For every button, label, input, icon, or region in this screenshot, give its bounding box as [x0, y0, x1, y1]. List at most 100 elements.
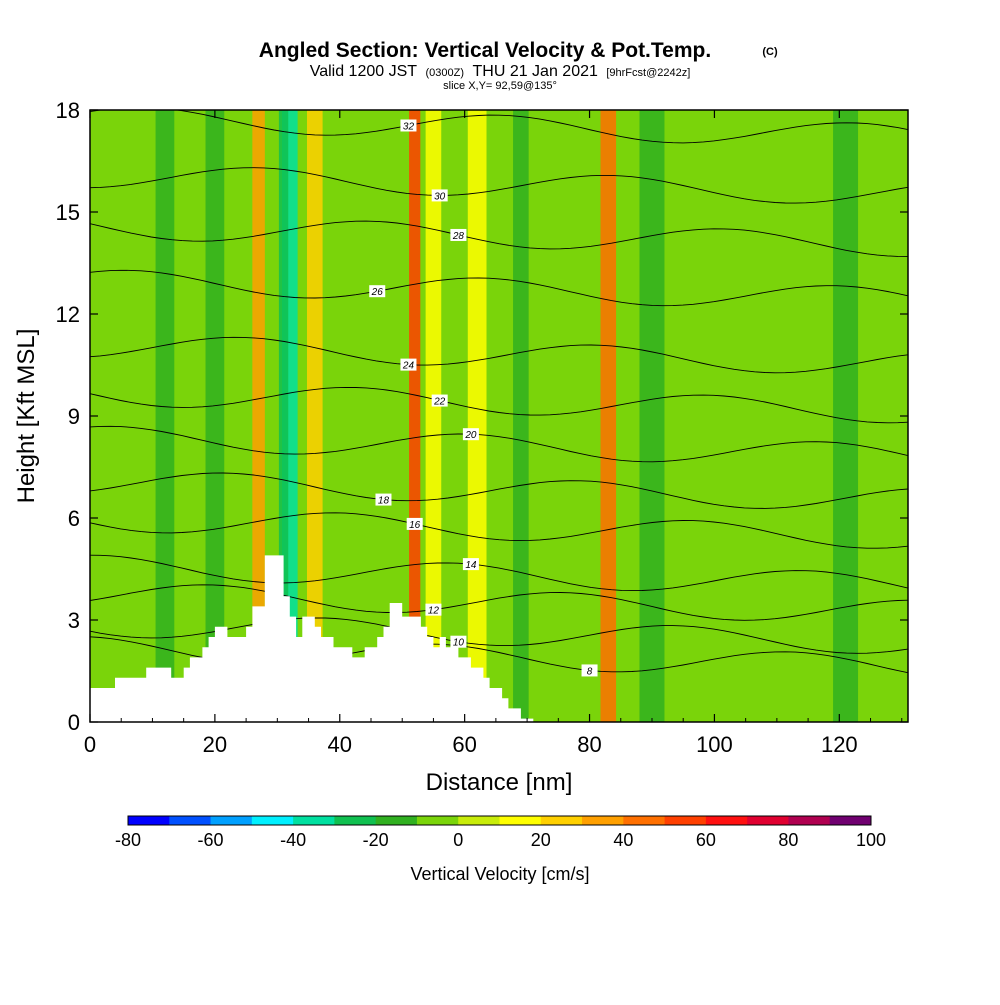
colorbar-swatch — [788, 816, 831, 825]
terrain-fill — [90, 555, 908, 722]
isentrope-16 — [90, 512, 908, 549]
contour-label-box — [425, 603, 442, 616]
contour-labels: 8 10 12 14 16 18 20 22 24 26 28 30 32 — [369, 119, 598, 677]
contour-label-10: 10 — [453, 638, 465, 649]
y-tick-label: 9 — [68, 404, 80, 429]
colorbar-label: Vertical Velocity [cm/s] — [410, 864, 589, 884]
colorbar-swatch — [210, 816, 253, 825]
isentrope-26 — [90, 269, 908, 307]
contour-label-14: 14 — [465, 560, 477, 571]
x-tick-label: 20 — [203, 732, 227, 757]
velocity-band — [252, 110, 265, 722]
velocity-band — [425, 110, 442, 722]
contour-label-26: 26 — [371, 287, 384, 298]
colorbar-swatch — [540, 816, 583, 825]
y-axis-label: Height [Kft MSL] — [13, 329, 40, 504]
colorbar-swatch — [128, 816, 170, 825]
subtitle-valid: Valid 1200 JST — [310, 63, 418, 80]
contour-label-22: 22 — [433, 397, 446, 408]
contour-label-box — [375, 493, 392, 506]
velocity-field — [155, 110, 859, 722]
velocity-band — [155, 110, 175, 722]
colorbar-tick-label: -60 — [198, 830, 224, 850]
isentrope-28 — [90, 220, 908, 258]
y-tick-label: 3 — [68, 608, 80, 633]
subtitle-utc: (0300Z) — [426, 67, 465, 79]
chart-subtitle: Valid 1200 JST (0300Z) THU 21 Jan 2021 [… — [310, 63, 691, 80]
x-tick-label: 60 — [452, 732, 476, 757]
isentrope-12 — [90, 584, 908, 621]
contour-label-32: 32 — [403, 121, 415, 132]
chart-title: Angled Section: Vertical Velocity & Pot.… — [259, 39, 711, 62]
contour-label-20: 20 — [464, 430, 477, 441]
colorbar-tick-label: 0 — [453, 830, 463, 850]
velocity-band — [278, 110, 289, 722]
contour-label-box — [431, 189, 448, 202]
colorbar-swatch — [664, 816, 707, 825]
colorbar-swatch — [623, 816, 666, 825]
isentrope-30 — [90, 167, 908, 204]
axes: 0 20 40 60 80 100 120 0 3 6 9 12 15 18 — [56, 98, 908, 757]
contour-label-box — [369, 285, 386, 298]
y-tick-label: 15 — [56, 200, 80, 225]
y-tick-label: 12 — [56, 302, 80, 327]
colorbar-swatch — [416, 816, 459, 825]
plot-background — [90, 110, 908, 722]
colorbar-swatch — [747, 816, 789, 825]
chart-title-units: (C) — [762, 46, 778, 58]
velocity-band — [639, 110, 665, 722]
contour-label-box — [462, 558, 479, 571]
y-tick-label: 18 — [56, 98, 80, 123]
subtitle-date: THU 21 Jan 2021 — [472, 63, 598, 80]
contour-label-8: 8 — [587, 666, 593, 677]
colorbar-tick-label: 20 — [531, 830, 551, 850]
contour-label-box — [450, 228, 467, 241]
colorbar-tick-label: 40 — [613, 830, 633, 850]
contour-label-box — [450, 635, 467, 648]
colorbar-tick-label: 100 — [856, 830, 886, 850]
isentrope-32 — [90, 110, 908, 144]
velocity-band — [833, 110, 859, 722]
colorbar-tick-label: -40 — [280, 830, 306, 850]
isentrope-22 — [90, 386, 908, 424]
colorbar-swatch — [582, 816, 624, 825]
velocity-band — [306, 110, 323, 722]
isentrope-14 — [90, 554, 908, 592]
colorbar-swatch — [458, 816, 500, 825]
contour-label-box — [431, 394, 448, 407]
x-tick-label: 40 — [328, 732, 352, 757]
contour-label-box — [400, 358, 417, 371]
contour-label-30: 30 — [434, 191, 446, 202]
colorbar-tick-label: 60 — [696, 830, 716, 850]
plot-fill — [90, 110, 908, 722]
isentrope-24 — [90, 336, 908, 374]
isentrope-20 — [90, 425, 908, 463]
colorbar-tick-label: 80 — [778, 830, 798, 850]
colorbar-swatch — [829, 816, 872, 825]
x-axis-label: Distance [nm] — [426, 769, 573, 796]
velocity-band — [467, 110, 487, 722]
x-tick-label: 0 — [84, 732, 96, 757]
velocity-band — [409, 110, 421, 722]
colorbar-swatch — [375, 816, 418, 825]
colorbar-swatch — [169, 816, 212, 825]
colorbar-swatch — [251, 816, 294, 825]
colorbar-swatch — [293, 816, 335, 825]
contour-label-box — [462, 428, 479, 441]
x-tick-label: 80 — [577, 732, 601, 757]
colorbar-swatch — [334, 816, 377, 825]
contour-label-box — [581, 664, 598, 677]
x-tick-label: 120 — [821, 732, 858, 757]
slice-label: slice X,Y= 92,59@135° — [443, 80, 557, 92]
y-tick-label: 0 — [68, 710, 80, 735]
velocity-band — [600, 110, 617, 722]
contour-label-28: 28 — [452, 231, 465, 242]
colorbar-frame — [127, 815, 872, 826]
contour-label-box — [400, 119, 417, 132]
contour-label-box — [406, 517, 423, 530]
y-tick-label: 6 — [68, 506, 80, 531]
colorbar-swatch — [499, 816, 542, 825]
colorbar-tick-label: -20 — [363, 830, 389, 850]
velocity-band — [513, 110, 529, 722]
